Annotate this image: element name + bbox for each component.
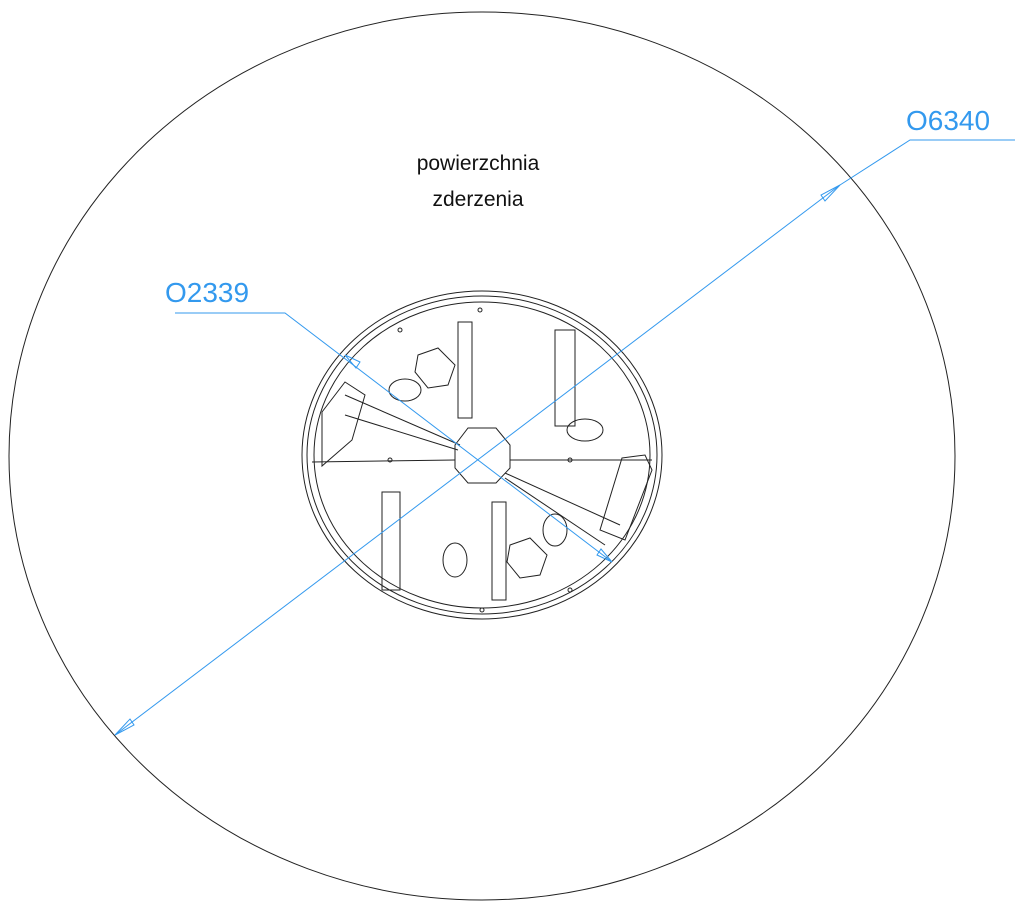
surface-label: zderzenia <box>432 188 523 211</box>
dimension-inner <box>175 312 613 563</box>
surface-label: powierzchnia <box>417 152 540 175</box>
dimension-outer <box>114 139 1015 736</box>
robot-base <box>301 290 663 620</box>
outer-circle <box>8 11 956 901</box>
dimension-label: O6340 <box>906 105 990 136</box>
dimension-label: O2339 <box>165 277 249 308</box>
